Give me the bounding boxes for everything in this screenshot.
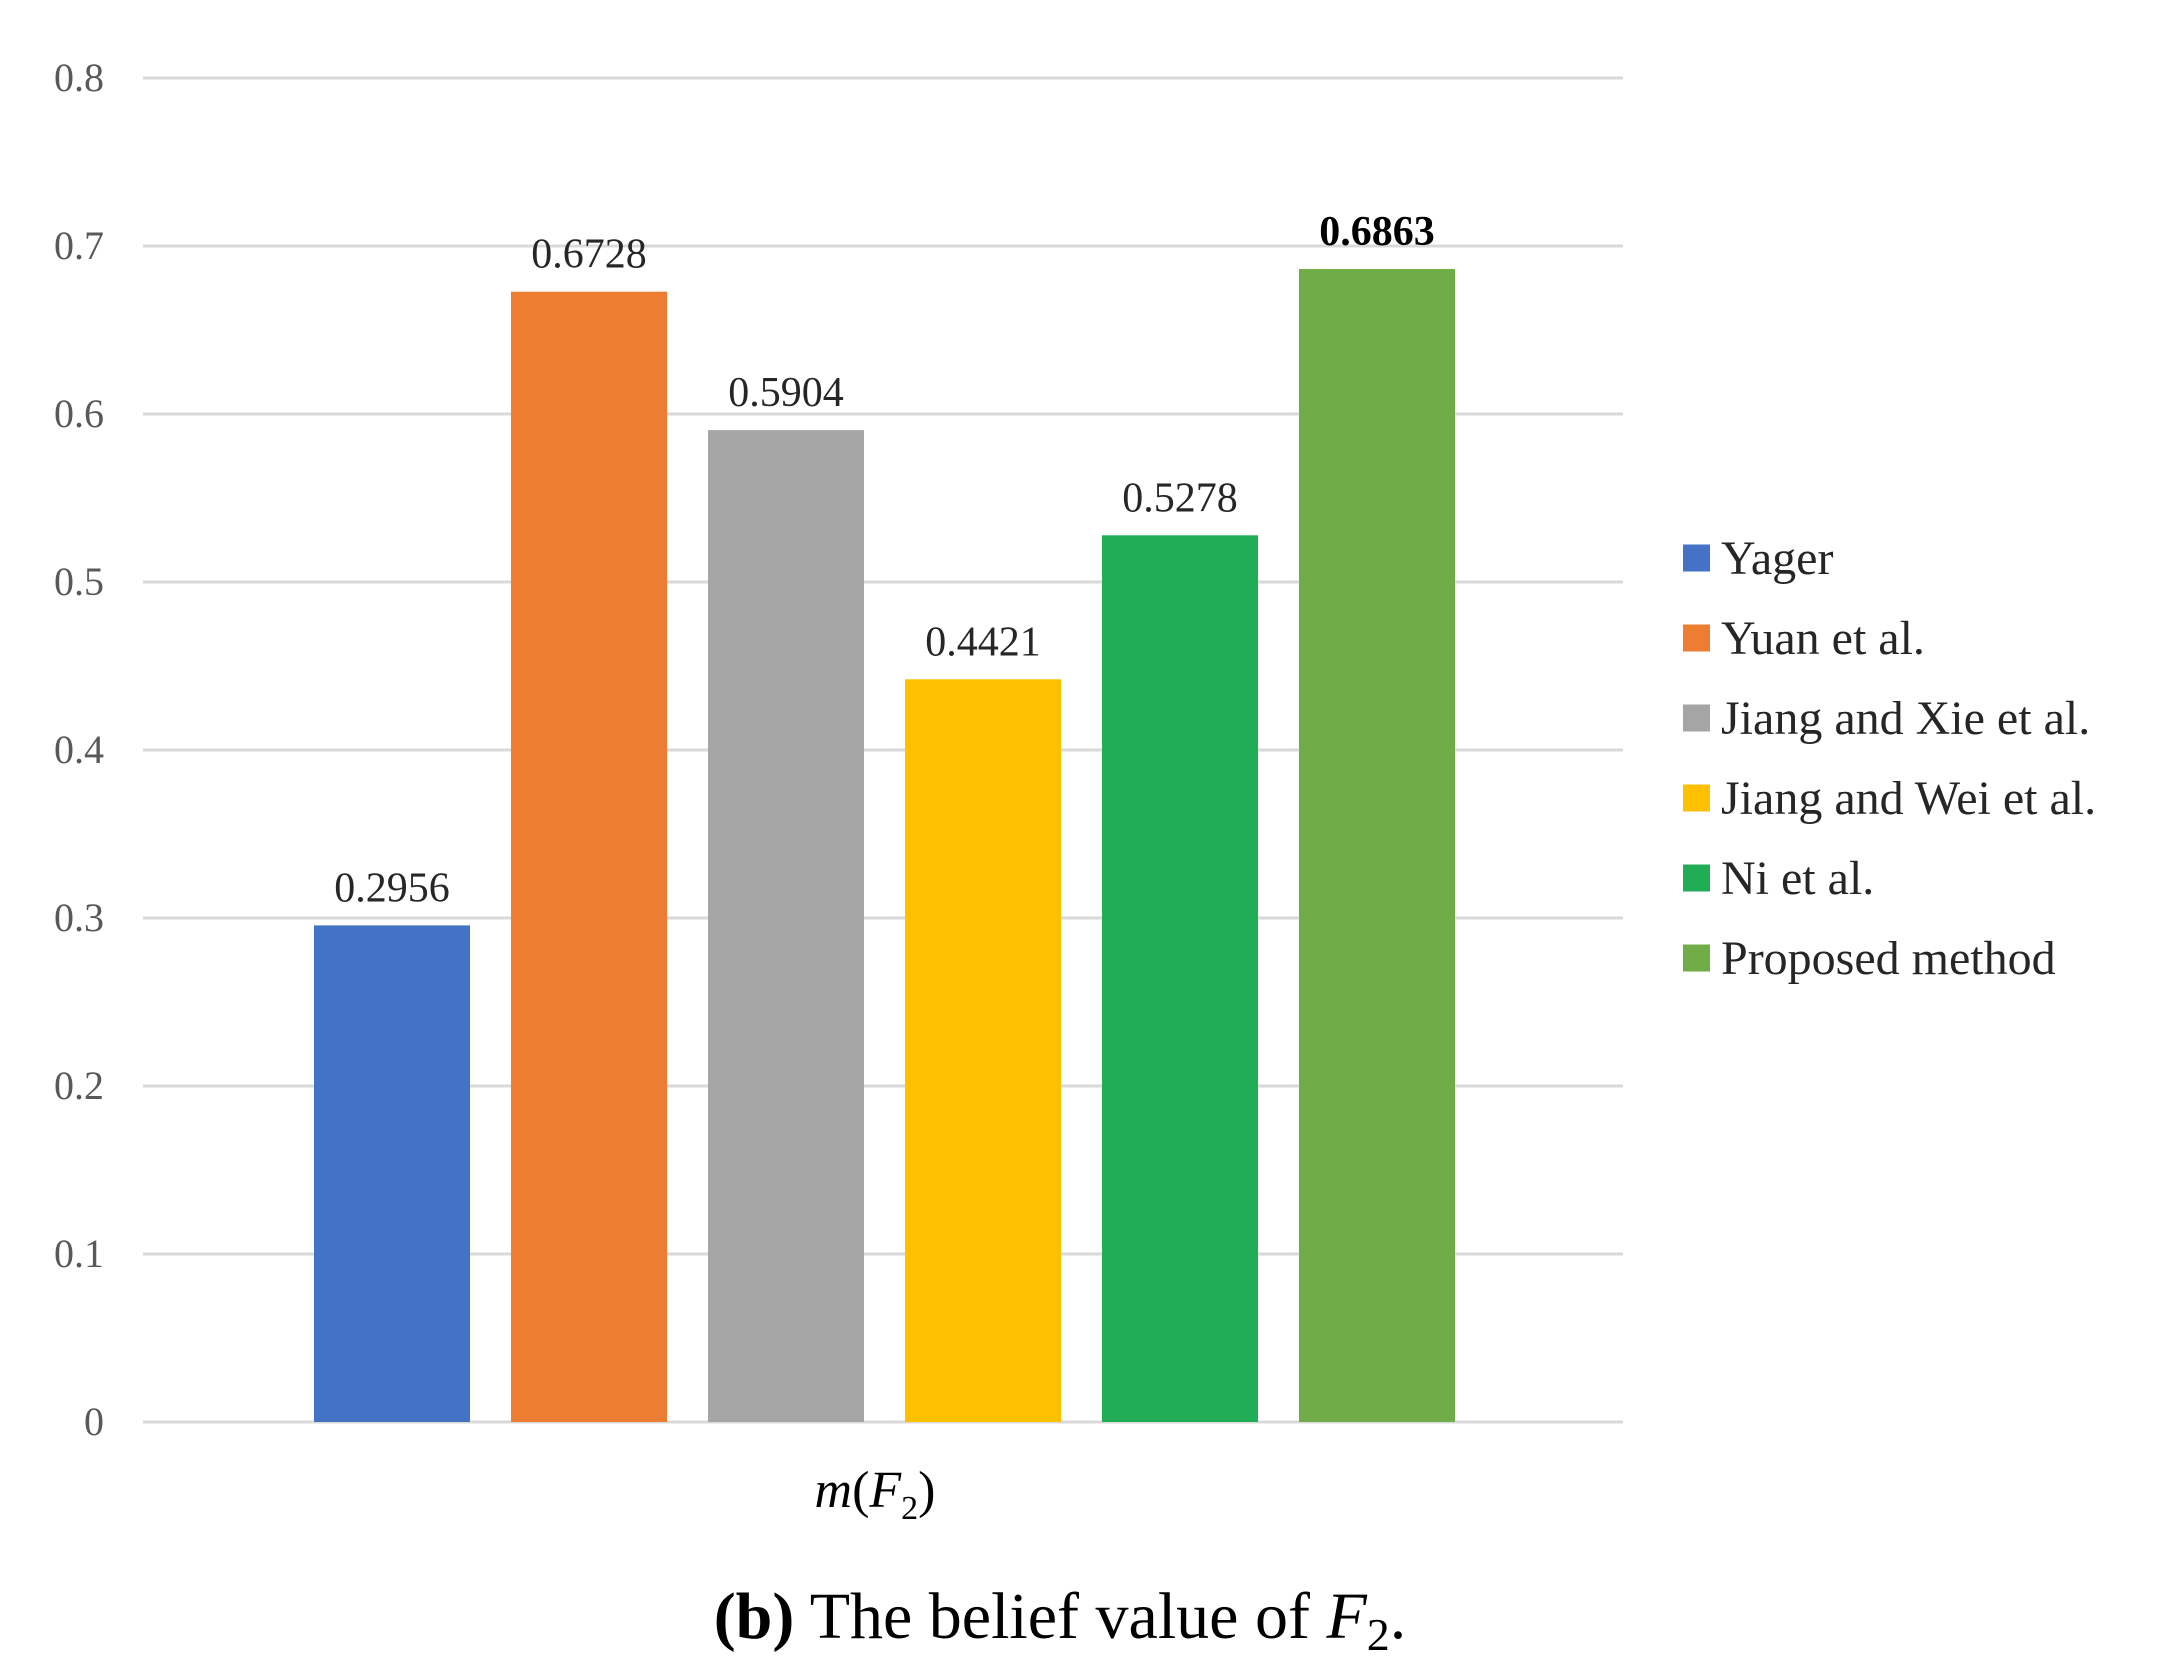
legend-label: Yuan et al. — [1721, 612, 1925, 665]
legend-swatch — [1683, 704, 1710, 732]
data-label: 0.6863 — [1319, 209, 1435, 255]
legend-swatch — [1683, 864, 1710, 892]
y-tick-label: 0.2 — [54, 1063, 104, 1108]
y-tick-label: 0.6 — [54, 391, 104, 436]
bar — [1102, 535, 1258, 1422]
figure-caption: (b) The belief value of F2. — [714, 1580, 1407, 1660]
data-label: 0.5904 — [728, 370, 844, 416]
y-tick-label: 0.5 — [54, 559, 104, 604]
data-labels: 0.2956 0.6728 0.5904 0.4421 0.5278 0.6863 — [334, 209, 1435, 911]
legend-swatch — [1683, 944, 1710, 972]
y-tick-label: 0.4 — [54, 727, 104, 772]
bar — [905, 679, 1061, 1422]
legend-swatch — [1683, 784, 1710, 812]
legend-label: Proposed method — [1721, 932, 2056, 985]
legend-label: Jiang and Xie et al. — [1721, 692, 2090, 745]
x-axis-label: m(F2) — [815, 1462, 936, 1527]
y-tick-label: 0 — [84, 1399, 104, 1444]
y-tick-label: 0.3 — [54, 895, 104, 940]
bar — [708, 430, 864, 1422]
y-axis-ticks: 0 0.1 0.2 0.3 0.4 0.5 0.6 0.7 0.8 — [54, 55, 104, 1444]
bars — [314, 269, 1455, 1422]
data-label: 0.5278 — [1122, 475, 1238, 521]
y-tick-label: 0.1 — [54, 1231, 104, 1276]
data-label: 0.6728 — [531, 232, 647, 278]
legend-label: Jiang and Wei et al. — [1721, 772, 2096, 825]
data-label: 0.4421 — [925, 619, 1041, 665]
legend-label: Yager — [1721, 532, 1833, 585]
legend-swatch — [1683, 624, 1710, 652]
bar — [314, 925, 470, 1422]
legend: Yager Yuan et al. Jiang and Xie et al. Jian… — [1683, 532, 2096, 985]
bar — [1299, 269, 1455, 1422]
y-tick-label: 0.7 — [54, 223, 104, 268]
legend-label: Ni et al. — [1721, 852, 1874, 905]
legend-swatch — [1683, 544, 1710, 572]
y-tick-label: 0.8 — [54, 55, 104, 100]
data-label: 0.2956 — [334, 865, 450, 911]
bar — [511, 291, 667, 1422]
